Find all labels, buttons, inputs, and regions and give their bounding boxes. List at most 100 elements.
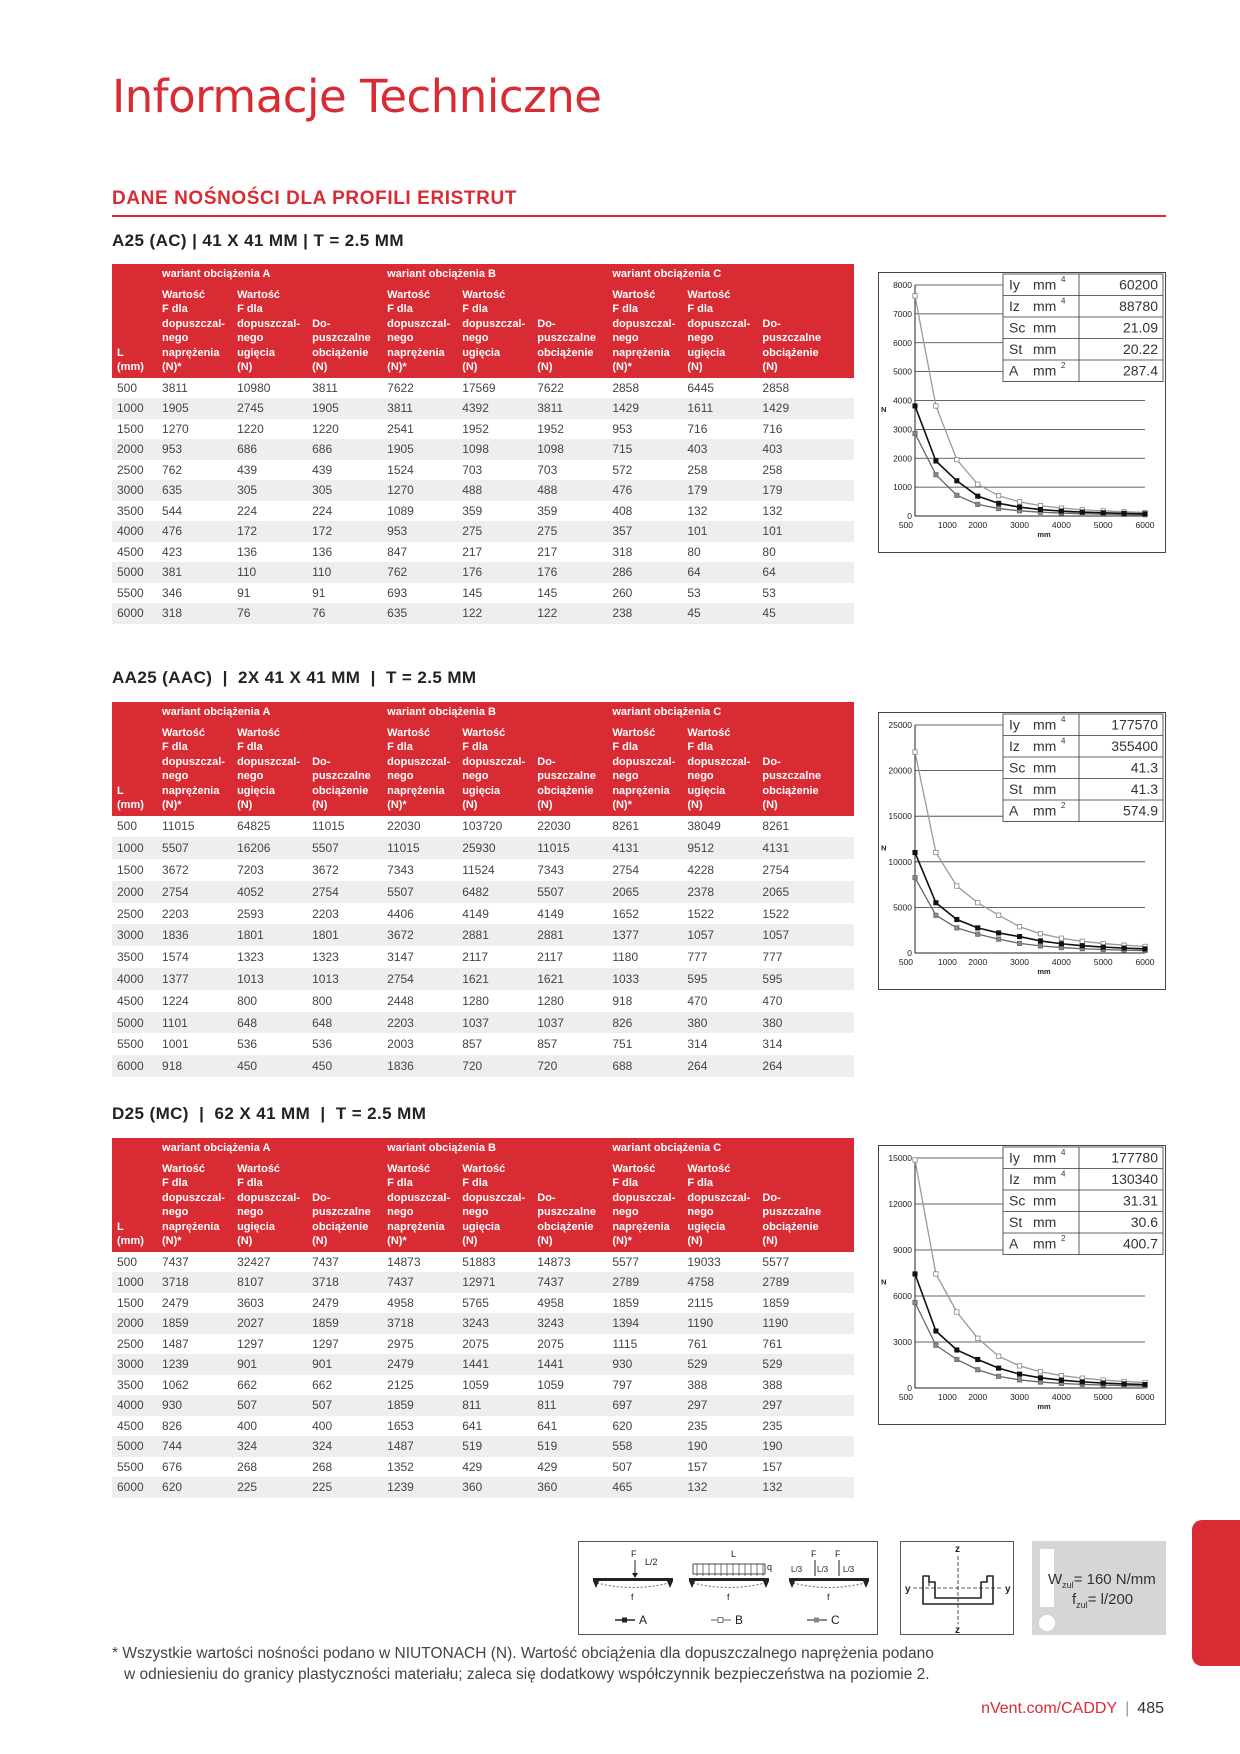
table-cell: 297 xyxy=(682,1395,758,1416)
table-row: 4000 930 507 507 1859 811 811 697 297 297 xyxy=(112,1395,854,1416)
header-stress-value: Wartość F dla dopuszczal-nego naprężenia (N)… xyxy=(607,1161,683,1252)
data-point xyxy=(912,749,918,755)
table-row: 3000 1239 901 901 2479 1441 1441 930 529 529 xyxy=(112,1354,854,1375)
data-point xyxy=(996,936,1002,942)
table-cell: 2975 xyxy=(387,1336,414,1351)
table-cell: 1013 xyxy=(307,968,383,990)
header-deflection-value: Wartość F dla dopuszczal-nego ugięcia (N) xyxy=(682,287,758,378)
table-cell: 2593 xyxy=(237,906,264,921)
table-cell: 190 xyxy=(757,1436,854,1457)
header-variant-b: wariant obciążenia B xyxy=(382,264,608,288)
property-value: 60200 xyxy=(1119,277,1158,293)
data-point xyxy=(1100,944,1106,950)
header-stress-value: Wartość F dla dopuszczal-nego naprężenia (N)… xyxy=(157,287,233,378)
table-cell: 847 xyxy=(387,544,408,559)
table-cell: 1239 xyxy=(382,1477,458,1498)
footer-link[interactable]: nVent.com/CADDY xyxy=(981,1700,1118,1717)
table-row: 500 3811 10980 3811 7622 17569 7622 2858 6445 285… xyxy=(112,378,854,399)
table-cell: 224 xyxy=(237,503,258,518)
table-row: 2000 953 686 686 1905 1098 1098 715 403 403 xyxy=(112,439,854,460)
load-variants-diagram: F L/2 f L q f F F L/3 L/3 xyxy=(578,1541,878,1635)
table-cell: 1859 xyxy=(157,1313,233,1334)
data-point xyxy=(912,875,918,881)
table-cell: 1220 xyxy=(312,421,339,436)
data-point xyxy=(996,1373,1002,1379)
table-cell: 408 xyxy=(612,503,633,518)
y-tick-label: 25000 xyxy=(888,720,912,730)
table-cell: 3811 xyxy=(162,380,188,395)
data-point xyxy=(912,849,918,856)
table-cell: 3500 xyxy=(117,950,144,965)
table-cell: 800 xyxy=(237,993,258,1008)
table-cell: 3000 xyxy=(112,1354,158,1375)
max-deflection-limit: fzul= l/200 xyxy=(1072,1591,1134,1610)
span-label: L/3 xyxy=(843,1565,855,1574)
table-cell: 2003 xyxy=(387,1037,414,1052)
table-cell: 3811 xyxy=(382,398,458,419)
data-point xyxy=(1016,940,1023,946)
table-cell: 1297 xyxy=(312,1336,339,1351)
table-cell: 429 xyxy=(537,1459,558,1474)
table-cell: 6000 xyxy=(112,1055,158,1078)
table-cell: 1859 xyxy=(382,1395,458,1416)
table-cell: 25930 xyxy=(457,837,533,860)
table-cell: 101 xyxy=(757,521,854,542)
table-cell: 8107 xyxy=(232,1272,308,1293)
table-cell: 1621 xyxy=(457,968,533,990)
table-cell: 488 xyxy=(457,480,533,501)
table-cell: 132 xyxy=(687,503,708,518)
table-cell: 2203 xyxy=(162,906,189,921)
table-cell: 145 xyxy=(537,585,558,600)
property-value: 130340 xyxy=(1111,1171,1158,1187)
header-length: L (mm) xyxy=(112,725,158,816)
data-point xyxy=(954,916,960,923)
table-cell: 360 xyxy=(457,1477,533,1498)
data-point xyxy=(1079,509,1085,515)
table-cell: 693 xyxy=(387,585,408,600)
table-cell: 19033 xyxy=(687,1254,721,1269)
table-cell: 2881 xyxy=(457,924,533,947)
data-point xyxy=(1100,510,1106,516)
table-cell: 901 xyxy=(307,1354,383,1375)
table-cell: 380 xyxy=(757,1011,854,1034)
table-cell: 4500 xyxy=(117,544,144,559)
x-axis-label: mm xyxy=(1037,530,1051,539)
header-stress-value: Wartość F dla dopuszczal-nego naprężenia (N)… xyxy=(382,1161,458,1252)
data-point xyxy=(1016,1377,1023,1383)
table-cell: 2115 xyxy=(687,1295,714,1310)
table-cell: 1653 xyxy=(387,1418,414,1433)
chart-box: 0 3000 6000 9000 12000 15000 500 1000 2000 3000 40… xyxy=(878,1145,1166,1425)
data-point xyxy=(933,1271,939,1277)
y-tick-label: 3000 xyxy=(893,424,912,434)
table-cell: 2858 xyxy=(762,380,790,395)
force-label: F xyxy=(631,1549,637,1559)
data-point xyxy=(933,849,939,856)
header-deflection-value: Wartość F dla dopuszczal-nego ugięcia (N) xyxy=(457,725,533,816)
table-cell: 11015 xyxy=(382,837,458,860)
header-variant-a: wariant obciążenia A xyxy=(157,264,383,288)
profile-heading: D25 (MC) | 62 X 41 MM | T = 2.5 MM xyxy=(112,1104,427,1123)
property-name: A xyxy=(1009,1236,1019,1252)
table-cell: 3672 xyxy=(312,862,339,877)
data-point xyxy=(1121,1381,1127,1387)
table-cell: 1522 xyxy=(687,906,715,921)
data-point xyxy=(954,457,960,463)
table-cell: 507 xyxy=(307,1395,383,1416)
table-cell: 1487 xyxy=(162,1336,189,1351)
table-cell: 235 xyxy=(762,1418,783,1433)
property-value: 41.3 xyxy=(1131,781,1158,797)
page-title: Informacje Techniczne xyxy=(112,70,602,123)
table-cell: 318 xyxy=(157,603,233,624)
table-cell: 381 xyxy=(157,562,233,583)
y-axis-label: N xyxy=(881,405,886,414)
table-cell: 536 xyxy=(237,1037,258,1052)
table-row: 3500 1574 1323 1323 3147 2117 2117 1180 777 777 xyxy=(112,946,854,968)
property-name: Iy xyxy=(1009,277,1020,293)
y-tick-label: 8000 xyxy=(893,280,912,290)
y-tick-label: 0 xyxy=(907,948,912,958)
table-cell: 172 xyxy=(307,521,383,542)
force-label: F xyxy=(811,1549,817,1559)
property-unit: mm xyxy=(1033,277,1056,293)
data-point xyxy=(975,501,981,507)
property-name: Iz xyxy=(1009,1171,1020,1187)
